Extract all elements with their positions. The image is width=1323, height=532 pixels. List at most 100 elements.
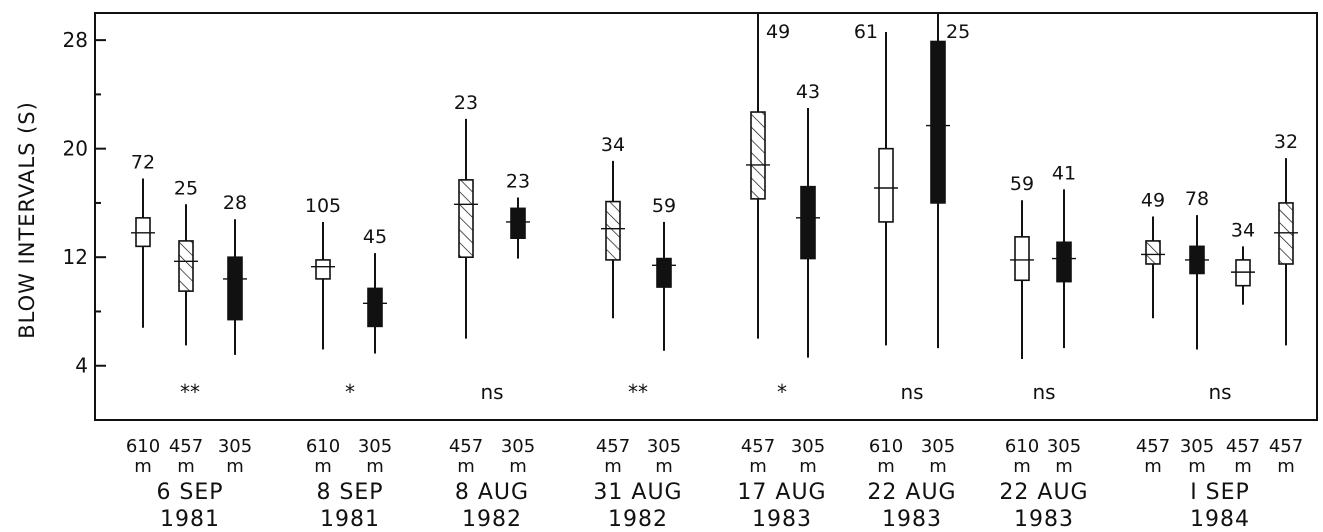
depth-label: 457 bbox=[1226, 436, 1260, 457]
unit-label: m bbox=[749, 456, 767, 477]
unit-label: m bbox=[604, 456, 622, 477]
unit-label: m bbox=[1234, 456, 1252, 477]
significance-label: ns bbox=[1032, 380, 1055, 404]
y-axis: 4 12 20 28 bbox=[63, 28, 106, 378]
sample-size-label: 34 bbox=[601, 134, 625, 156]
unit-label: m bbox=[314, 456, 332, 477]
group-date-label: 17 AUG bbox=[737, 480, 826, 505]
sample-size-label: 61 bbox=[854, 21, 878, 43]
sample-size-label: 78 bbox=[1185, 188, 1209, 210]
depth-label: 610 bbox=[306, 436, 340, 457]
box-hatched bbox=[458, 179, 474, 258]
depth-label: 610 bbox=[1005, 436, 1039, 457]
depth-label: 457 bbox=[1269, 436, 1303, 457]
depth-label: 457 bbox=[596, 436, 630, 457]
box-hatched bbox=[1145, 240, 1161, 265]
sample-size-label: 59 bbox=[1010, 173, 1034, 195]
y-tick-label: 4 bbox=[75, 354, 88, 378]
y-tick-label: 12 bbox=[63, 245, 88, 269]
sample-size-label: 49 bbox=[766, 21, 790, 43]
unit-label: m bbox=[1188, 456, 1206, 477]
box-hatched bbox=[178, 240, 194, 292]
group-year-label: 1983 bbox=[1014, 507, 1074, 532]
group-year-label: 1983 bbox=[752, 507, 812, 532]
significance-label: ns bbox=[480, 380, 503, 404]
depth-label: 305 bbox=[1047, 436, 1081, 457]
depth-label: 305 bbox=[218, 436, 252, 457]
box-solid bbox=[656, 257, 672, 288]
unit-label: m bbox=[929, 456, 947, 477]
depth-label: 305 bbox=[358, 436, 392, 457]
box-hatched bbox=[605, 200, 621, 261]
box-hatched bbox=[750, 111, 766, 200]
sample-size-label: 41 bbox=[1052, 162, 1076, 184]
group-date-label: 22 AUG bbox=[867, 480, 956, 505]
depth-label: 305 bbox=[501, 436, 535, 457]
sample-size-label: 25 bbox=[174, 177, 198, 199]
unit-label: m bbox=[226, 456, 244, 477]
sample-size-label: 25 bbox=[946, 21, 970, 43]
sample-size-label: 32 bbox=[1274, 131, 1298, 153]
group-year-label: 1984 bbox=[1190, 507, 1250, 532]
box-plots bbox=[131, 13, 1298, 359]
depth-label: 305 bbox=[791, 436, 825, 457]
significance-label: ** bbox=[628, 380, 648, 404]
significance-label: ns bbox=[1208, 380, 1231, 404]
sample-size-label: 105 bbox=[305, 195, 341, 217]
sample-size-label: 34 bbox=[1231, 219, 1255, 241]
unit-label: m bbox=[877, 456, 895, 477]
box-solid bbox=[510, 207, 526, 240]
group-date-label: 22 AUG bbox=[999, 480, 1088, 505]
sample-size-label: 43 bbox=[796, 81, 820, 103]
group-date-label: 6 SEP bbox=[156, 480, 223, 505]
depth-label: 610 bbox=[869, 436, 903, 457]
depth-label: 610 bbox=[126, 436, 160, 457]
sample-size-labels: 72 25 28 105 45 23 23 34 59 49 43 61 25 59 41 49 78 34 32 bbox=[131, 21, 1298, 248]
unit-label: m bbox=[1144, 456, 1162, 477]
group-year-label: 1982 bbox=[462, 507, 522, 532]
sample-size-label: 59 bbox=[652, 195, 676, 217]
depth-label: 305 bbox=[1180, 436, 1214, 457]
group-year-label: 1981 bbox=[320, 507, 380, 532]
depth-label: 457 bbox=[169, 436, 203, 457]
sample-size-label: 49 bbox=[1141, 190, 1165, 212]
box-solid bbox=[227, 256, 243, 321]
unit-label: m bbox=[366, 456, 384, 477]
box-solid bbox=[800, 185, 816, 260]
sample-size-label: 23 bbox=[506, 171, 530, 193]
box-open bbox=[878, 147, 894, 223]
unit-label: m bbox=[134, 456, 152, 477]
depth-label: 305 bbox=[647, 436, 681, 457]
unit-label: m bbox=[1013, 456, 1031, 477]
group-date-label: 8 AUG bbox=[455, 480, 529, 505]
significance-labels: ** * ns ** * ns ns ns bbox=[180, 380, 1232, 404]
group-date-label: I SEP bbox=[1190, 480, 1250, 505]
group-year-label: 1981 bbox=[160, 507, 220, 532]
significance-label: ns bbox=[900, 380, 923, 404]
depth-label: 457 bbox=[1136, 436, 1170, 457]
unit-label: m bbox=[655, 456, 673, 477]
box-open bbox=[315, 259, 331, 280]
group-date-label: 8 SEP bbox=[316, 480, 383, 505]
sample-size-label: 28 bbox=[223, 192, 247, 214]
significance-label: * bbox=[777, 380, 787, 404]
plot-frame bbox=[94, 12, 1318, 421]
significance-label: * bbox=[345, 380, 355, 404]
group-year-label: 1982 bbox=[608, 507, 668, 532]
unit-label: m bbox=[1277, 456, 1295, 477]
box-solid bbox=[1056, 241, 1072, 283]
sample-size-label: 72 bbox=[131, 152, 155, 174]
sample-size-label: 45 bbox=[363, 226, 387, 248]
box-solid bbox=[367, 287, 383, 328]
unit-label: m bbox=[1055, 456, 1073, 477]
sample-size-label: 23 bbox=[454, 92, 478, 114]
unit-label: m bbox=[177, 456, 195, 477]
unit-label: m bbox=[799, 456, 817, 477]
y-tick-label: 20 bbox=[63, 137, 88, 161]
y-axis-title: BLOW INTERVALS (S) bbox=[15, 101, 39, 339]
box-open bbox=[1014, 236, 1030, 282]
depth-label: 305 bbox=[921, 436, 955, 457]
y-tick-label: 28 bbox=[63, 28, 88, 52]
